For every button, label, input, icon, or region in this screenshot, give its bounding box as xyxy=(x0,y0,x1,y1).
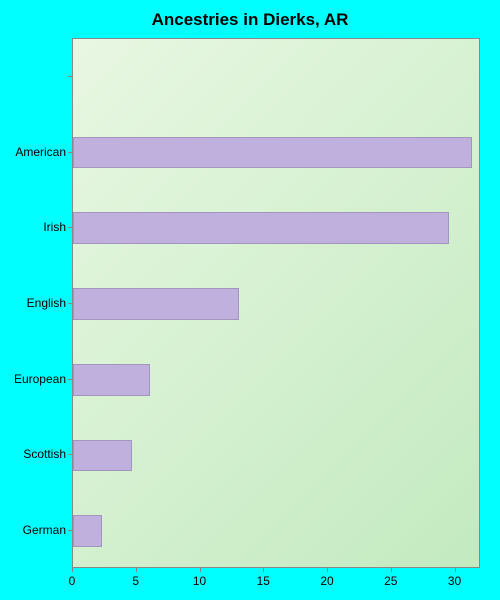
x-axis-label: 20 xyxy=(320,574,333,588)
x-axis-label: 30 xyxy=(448,574,461,588)
x-tick-mark xyxy=(200,568,201,572)
x-tick-mark xyxy=(263,568,264,572)
y-axis-label: German xyxy=(23,523,66,537)
y-axis-label: American xyxy=(15,145,66,159)
x-tick-mark xyxy=(136,568,137,572)
y-tick-mark xyxy=(68,303,72,304)
chart-container: Ancestries in Dierks, AR City-Data.com A… xyxy=(0,0,500,600)
y-axis-label: European xyxy=(14,372,66,386)
bar xyxy=(73,137,472,169)
x-tick-mark xyxy=(327,568,328,572)
chart-title: Ancestries in Dierks, AR xyxy=(0,10,500,30)
bar xyxy=(73,288,239,320)
bar xyxy=(73,212,449,244)
x-axis-label: 5 xyxy=(132,574,139,588)
y-axis-label: English xyxy=(27,296,66,310)
bar xyxy=(73,364,150,396)
x-tick-mark xyxy=(72,568,73,572)
x-axis-label: 15 xyxy=(257,574,270,588)
y-axis-label: Scottish xyxy=(23,447,66,461)
y-axis-label: Irish xyxy=(43,220,66,234)
x-axis-label: 25 xyxy=(384,574,397,588)
y-tick-mark xyxy=(68,76,72,77)
y-tick-mark xyxy=(68,454,72,455)
x-axis-label: 0 xyxy=(69,574,76,588)
plot-area xyxy=(72,38,480,568)
bar xyxy=(73,440,132,472)
y-tick-mark xyxy=(68,379,72,380)
y-tick-mark xyxy=(68,152,72,153)
x-tick-mark xyxy=(455,568,456,572)
bar xyxy=(73,515,102,547)
x-axis-label: 10 xyxy=(193,574,206,588)
y-tick-mark xyxy=(68,530,72,531)
x-tick-mark xyxy=(391,568,392,572)
y-tick-mark xyxy=(68,227,72,228)
